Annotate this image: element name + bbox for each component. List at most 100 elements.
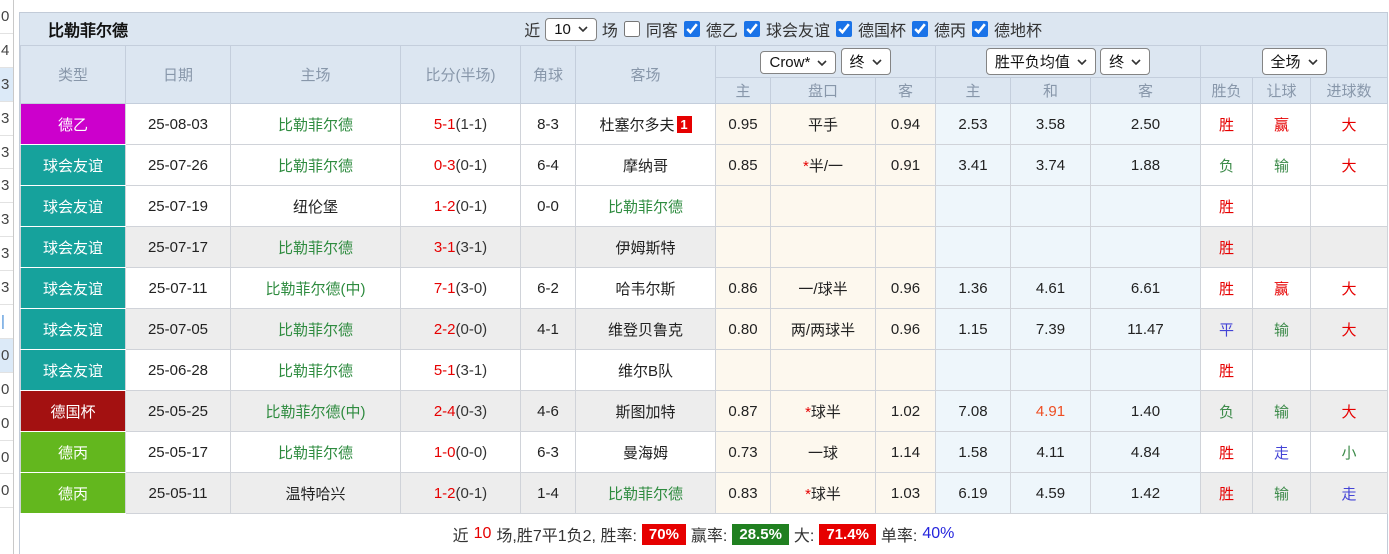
scope-select[interactable]: 全场 [1261,48,1327,75]
half-score: (3-1) [455,238,488,256]
col-goals: 进球数 [1310,77,1389,104]
clipped-cell-fragment: 3 [0,237,13,272]
col-avg-home: 主 [935,77,1012,104]
corner-score [520,226,576,268]
near-label: 近 [524,23,541,40]
table-row[interactable]: 球会友谊 25-06-28 比勒菲尔德 5-1(3-1) 维尔B队 胜 [20,349,1389,391]
away-team: 曼海姆 [575,431,716,473]
avg-type-select[interactable]: 胜平负均值 [985,48,1096,75]
goals-cell: 大 [1310,144,1389,186]
filter-checkbox-de2[interactable] [683,21,700,37]
result-cell: 平 [1200,308,1254,350]
avg-group-header: 胜平负均值 终 [935,45,1202,78]
odds-time-select-1[interactable]: 终 [840,48,891,75]
col-result: 胜负 [1200,77,1254,104]
filter-checkbox-regional-cup[interactable] [971,21,988,37]
corner-score [520,349,576,391]
table-row[interactable]: 球会友谊 25-07-11 比勒菲尔德(中) 7-1(3-0) 6-2 哈韦尔斯… [20,267,1389,309]
avg-away: 11.47 [1090,308,1202,350]
full-score: 5-1 [433,115,456,133]
half-score: (0-3) [455,402,488,420]
goals-cell: 小 [1310,431,1389,473]
away-team: 哈韦尔斯 [575,267,716,309]
home-team: 比勒菲尔德 [230,226,401,268]
team-matches-panel: 比勒菲尔德 近 10 场 同客 德乙 球会友谊 德国杯 德丙 德地杯 [19,12,1389,554]
half-score: (1-1) [455,115,488,133]
table-row[interactable]: 德乙 25-08-03 比勒菲尔德 5-1(1-1) 8-3 杜塞尔多夫 1 0.… [20,103,1389,145]
let-cell: 走 [1252,431,1312,473]
filter-group: 近 10 场 同客 德乙 球会友谊 德国杯 德丙 德地杯 [524,17,1042,41]
home-team: 比勒菲尔德 [230,431,401,473]
away-team-name: 杜塞尔多夫 [599,116,675,134]
avg-away: 1.40 [1090,390,1202,432]
goals-cell [1310,226,1389,268]
away-team-name: 斯图加特 [615,403,676,421]
away-team-name: 比勒菲尔德 [607,485,683,503]
match-count-select[interactable]: 10 [545,17,597,41]
score-cell: 5-1(3-1) [400,349,521,391]
col-avg-away: 客 [1090,77,1202,104]
away-odds: 0.96 [874,267,937,309]
avg-home [935,226,1012,268]
avg-draw: 4.11 [1010,431,1092,473]
away-odds: 0.94 [874,103,937,145]
clipped-cell-fragment: 0 [0,474,13,509]
half-score: (0-1) [455,484,488,502]
table-row[interactable]: 德丙 25-05-11 温特哈兴 1-2(0-1) 1-4 比勒菲尔德 0.83… [20,472,1389,514]
let-cell: 输 [1252,472,1312,514]
corner-score: 0-0 [520,185,576,227]
league-badge: 球会友谊 [20,185,126,227]
home-odds [715,349,771,391]
handicap-star: * [805,403,811,421]
col-corner: 角球 [520,45,576,104]
match-date: 25-07-26 [125,144,231,186]
clipped-cell-fragment: 0 [0,0,13,34]
odds-time-select-2[interactable]: 终 [1100,48,1151,75]
league-badge: 球会友谊 [20,226,126,268]
league-badge: 球会友谊 [20,349,126,391]
away-team-name: 比勒菲尔德 [607,198,683,216]
result-cell: 胜 [1200,431,1254,473]
handicap-cell: 平手 [770,103,876,145]
full-score: 1-2 [433,484,456,502]
scope-value: 全场 [1270,54,1301,71]
filter-checkbox-dfb-cup[interactable] [835,21,852,37]
away-team: 杜塞尔多夫 1 [575,103,716,145]
avg-away [1090,226,1202,268]
handicap-value: 一/球半 [798,280,848,298]
score-cell: 1-0(0-0) [400,431,521,473]
table-row[interactable]: 德国杯 25-05-25 比勒菲尔德(中) 2-4(0-3) 4-6 斯图加特 … [20,390,1389,432]
table-row[interactable]: 球会友谊 25-07-26 比勒菲尔德 0-3(0-1) 6-4 摩纳哥 0.8… [20,144,1389,186]
match-date: 25-08-03 [125,103,231,145]
col-away: 客场 [575,45,716,104]
away-team: 摩纳哥 [575,144,716,186]
avg-home: 3.41 [935,144,1012,186]
league-badge: 德国杯 [20,390,126,432]
table-row[interactable]: 球会友谊 25-07-19 纽伦堡 1-2(0-1) 0-0 比勒菲尔德 胜 [20,185,1389,227]
col-date: 日期 [125,45,231,104]
table-row[interactable]: 球会友谊 25-07-17 比勒菲尔德 3-1(3-1) 伊姆斯特 胜 [20,226,1389,268]
filter-checkbox-friendly[interactable] [743,21,760,37]
league-badge: 球会友谊 [20,267,126,309]
big-rate-badge: 71.4% [819,523,876,545]
home-odds: 0.80 [715,308,771,350]
away-team: 维登贝鲁克 [575,308,716,350]
table-row[interactable]: 球会友谊 25-07-05 比勒菲尔德 2-2(0-0) 4-1 维登贝鲁克 0… [20,308,1389,350]
home-team: 比勒菲尔德(中) [230,390,401,432]
filter-checkbox-de3[interactable] [911,21,928,37]
avg-draw: 4.59 [1010,472,1092,514]
let-rate-label: 赢率: [690,528,728,545]
away-odds: 1.14 [874,431,937,473]
handicap-cell: 一球 [770,431,876,473]
away-team: 伊姆斯特 [575,226,716,268]
clipped-cell-fragment: 4 [0,34,13,68]
same-away-checkbox[interactable] [623,21,640,37]
odds-company-select[interactable]: Crow* [760,51,837,74]
handicap-cell: *球半 [770,390,876,432]
full-score: 5-1 [433,361,456,379]
avg-home: 2.53 [935,103,1012,145]
clipped-cell-fragment: 3 [0,271,13,306]
odds-time-value-1: 终 [849,54,865,71]
table-row[interactable]: 德丙 25-05-17 比勒菲尔德 1-0(0-0) 6-3 曼海姆 0.73 … [20,431,1389,473]
